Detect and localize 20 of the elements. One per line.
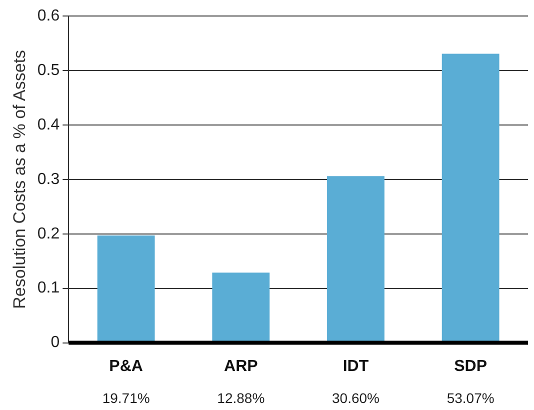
y-tick-label: 0.4 bbox=[37, 116, 60, 134]
bar bbox=[212, 272, 270, 342]
bar bbox=[442, 54, 500, 342]
bar bbox=[97, 235, 155, 342]
x-tick-label: P&A bbox=[109, 358, 144, 375]
x-tick-label: SDP bbox=[454, 358, 488, 375]
data-label: 30.60% bbox=[332, 390, 380, 406]
x-tick-label: ARP bbox=[224, 358, 258, 375]
y-tick-label: 0.5 bbox=[37, 62, 60, 79]
y-tick-label: 0 bbox=[50, 334, 60, 352]
x-tick-label: IDT bbox=[342, 358, 369, 375]
data-label: 19.71% bbox=[102, 390, 150, 406]
y-tick-label: 0.2 bbox=[37, 225, 60, 242]
data-label: 53.07% bbox=[446, 390, 494, 406]
y-axis-title: Resolution Costs as a % of Assets bbox=[10, 50, 29, 309]
data-label: 12.88% bbox=[217, 390, 265, 406]
bar bbox=[327, 176, 384, 342]
y-tick-label: 0.6 bbox=[37, 7, 60, 24]
y-tick-label: 0.1 bbox=[37, 280, 60, 297]
y-tick-label: 0.3 bbox=[37, 170, 60, 188]
